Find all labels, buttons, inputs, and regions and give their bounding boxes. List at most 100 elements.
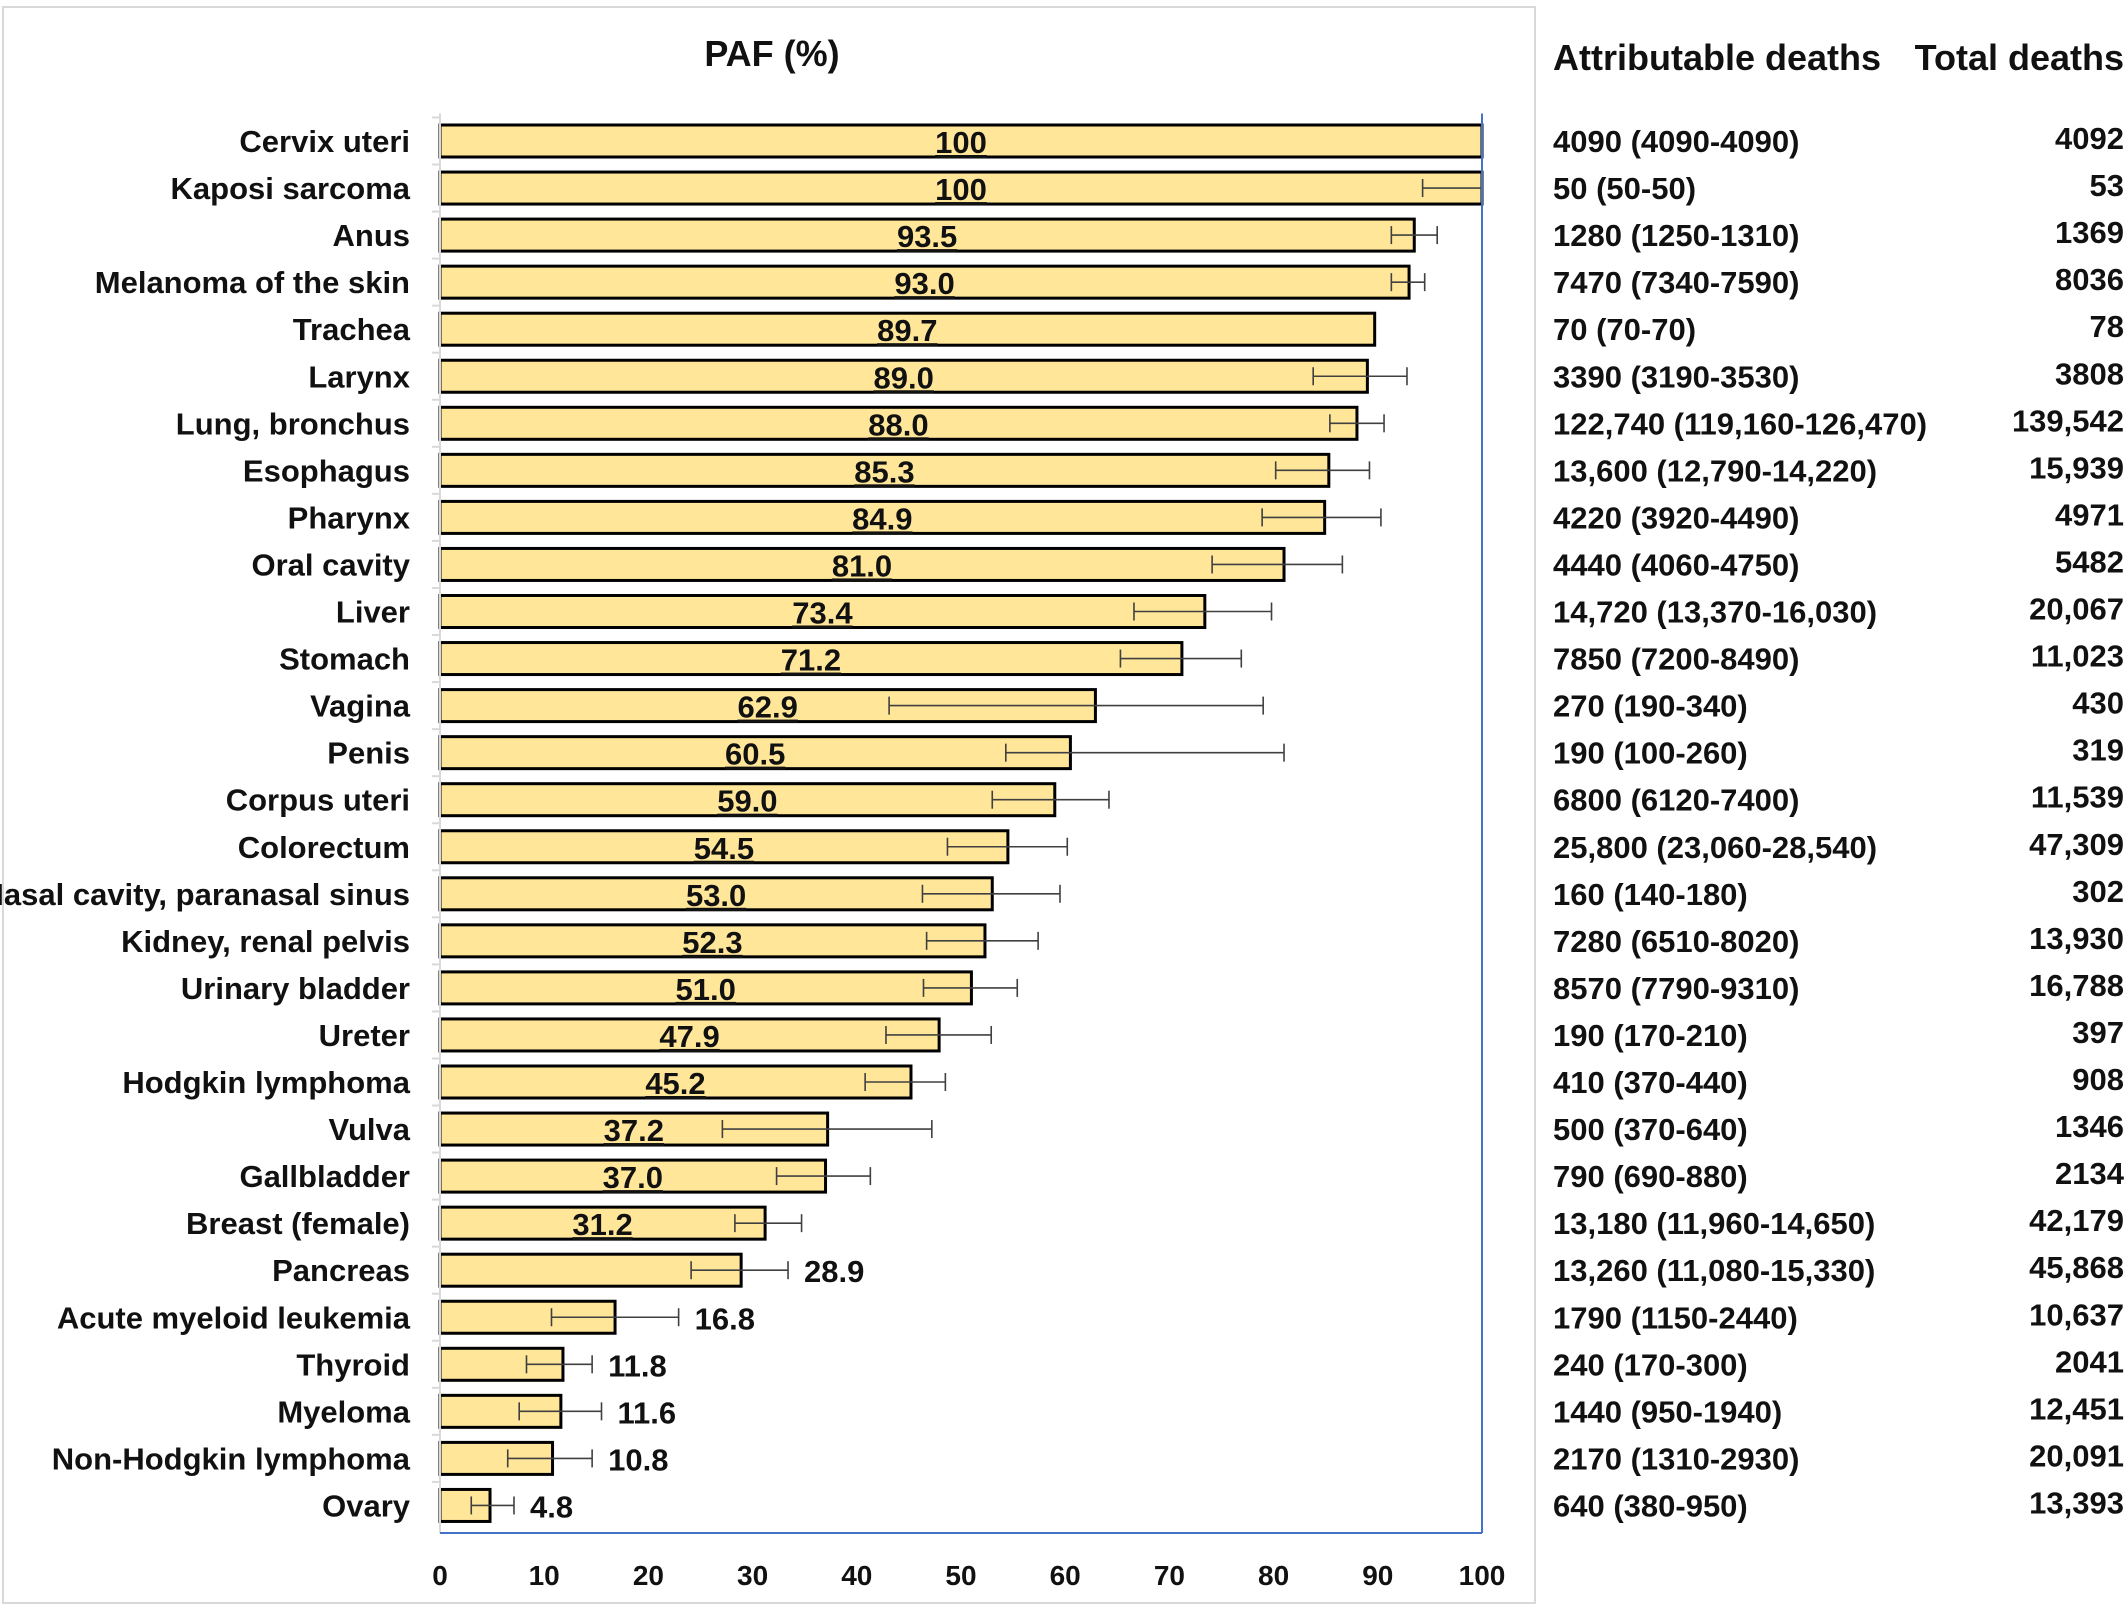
- x-tick-label: 40: [841, 1560, 872, 1591]
- attributable-deaths-cell: 2170 (1310-2930): [1553, 1441, 1799, 1476]
- value-label: 10.8: [608, 1442, 668, 1477]
- value-label: 100: [935, 172, 987, 207]
- total-deaths-cell: 53: [2090, 168, 2124, 203]
- total-deaths-cell: 430: [2072, 686, 2124, 721]
- value-label: 100: [935, 125, 987, 160]
- category-label: Acute myeloid leukemia: [57, 1300, 411, 1335]
- total-deaths-cell: 13,393: [2029, 1485, 2124, 1520]
- category-label: Oral cavity: [251, 547, 410, 582]
- value-label: 73.4: [792, 596, 853, 631]
- category-label: Kaposi sarcoma: [171, 171, 411, 206]
- bar: [438, 1440, 555, 1476]
- total-deaths-cell: 11,023: [2031, 639, 2124, 674]
- category-label: Nasal cavity, paranasal sinus: [0, 877, 410, 912]
- total-deaths-cell: 4092: [2055, 121, 2124, 156]
- category-label: Vagina: [310, 689, 411, 724]
- category-label: Ureter: [319, 1018, 410, 1053]
- x-tick-label: 20: [633, 1560, 664, 1591]
- value-label: 53.0: [686, 878, 746, 913]
- category-label: Urinary bladder: [181, 971, 410, 1006]
- value-label: 11.6: [618, 1395, 677, 1430]
- category-label: Esophagus: [243, 453, 410, 488]
- category-label: Corpus uteri: [226, 783, 410, 818]
- total-deaths-header: Total deaths: [1915, 37, 2124, 78]
- total-deaths-cell: 397: [2072, 1015, 2124, 1050]
- bar: [438, 735, 1072, 771]
- total-deaths-cell: 4971: [2055, 497, 2124, 532]
- attributable-deaths-cell: 500 (370-640): [1553, 1112, 1748, 1147]
- x-tick-label: 70: [1154, 1560, 1185, 1591]
- attributable-deaths-cell: 270 (190-340): [1553, 689, 1748, 724]
- bar: [438, 311, 1377, 347]
- x-tick-label: 10: [529, 1560, 560, 1591]
- value-label: 84.9: [852, 501, 912, 536]
- attributable-deaths-cell: 7280 (6510-8020): [1553, 924, 1799, 959]
- attributable-deaths-cell: 640 (380-950): [1553, 1488, 1748, 1523]
- category-label: Pharynx: [288, 500, 411, 535]
- category-label: Hodgkin lymphoma: [122, 1065, 410, 1100]
- category-label: Penis: [327, 736, 410, 771]
- total-deaths-cell: 2041: [2055, 1344, 2124, 1379]
- value-label: 93.5: [897, 219, 957, 254]
- value-label: 51.0: [676, 972, 736, 1007]
- total-deaths-cell: 10,637: [2029, 1297, 2124, 1332]
- attributable-deaths-cell: 3390 (3190-3530): [1553, 359, 1799, 394]
- x-tick-label: 80: [1258, 1560, 1289, 1591]
- value-label: 89.0: [874, 360, 934, 395]
- x-tick-label: 100: [1459, 1560, 1506, 1591]
- attributable-deaths-cell: 50 (50-50): [1553, 171, 1696, 206]
- attributable-deaths-cell: 25,800 (23,060-28,540): [1553, 830, 1877, 865]
- attributable-deaths-cell: 4090 (4090-4090): [1553, 124, 1799, 159]
- value-label: 47.9: [659, 1019, 719, 1054]
- category-label: Gallbladder: [239, 1159, 410, 1194]
- attributable-deaths-cell: 13,180 (11,960-14,650): [1553, 1206, 1875, 1241]
- total-deaths-cell: 78: [2090, 309, 2124, 344]
- category-label: Vulva: [328, 1112, 410, 1147]
- attributable-deaths-header: Attributable deaths: [1553, 37, 1881, 78]
- total-deaths-cell: 47,309: [2029, 827, 2124, 862]
- attributable-deaths-cell: 240 (170-300): [1553, 1347, 1748, 1382]
- total-deaths-cell: 319: [2072, 733, 2124, 768]
- value-label: 93.0: [894, 266, 954, 301]
- x-tick-label: 90: [1362, 1560, 1393, 1591]
- category-label: Pancreas: [272, 1253, 410, 1288]
- value-label: 4.8: [530, 1489, 573, 1524]
- attributable-deaths-cell: 7850 (7200-8490): [1553, 642, 1799, 677]
- attributable-deaths-cell: 13,600 (12,790-14,220): [1553, 453, 1877, 488]
- total-deaths-cell: 16,788: [2029, 968, 2124, 1003]
- attributable-deaths-cell: 190 (100-260): [1553, 736, 1748, 771]
- total-deaths-cell: 2134: [2055, 1156, 2125, 1191]
- bar: [438, 970, 973, 1006]
- attributable-deaths-cell: 70 (70-70): [1553, 312, 1696, 347]
- category-label: Liver: [336, 595, 410, 630]
- attributable-deaths-cell: 1280 (1250-1310): [1553, 218, 1799, 253]
- attributable-deaths-cell: 790 (690-880): [1553, 1159, 1748, 1194]
- x-tick-label: 60: [1050, 1560, 1081, 1591]
- category-label: Lung, bronchus: [176, 406, 410, 441]
- total-deaths-cell: 11,539: [2031, 780, 2124, 815]
- value-label: 81.0: [832, 548, 892, 583]
- category-label: Thyroid: [296, 1347, 410, 1382]
- x-tick-label: 30: [737, 1560, 768, 1591]
- value-label: 89.7: [877, 313, 937, 348]
- total-deaths-cell: 20,091: [2029, 1438, 2124, 1473]
- value-label: 88.0: [868, 407, 928, 442]
- category-label: Non-Hodgkin lymphoma: [52, 1441, 411, 1476]
- bar: [438, 1205, 767, 1241]
- attributable-deaths-cell: 1440 (950-1940): [1553, 1394, 1782, 1429]
- total-deaths-cell: 1346: [2055, 1109, 2124, 1144]
- total-deaths-cell: 5482: [2055, 544, 2124, 579]
- total-deaths-cell: 3808: [2055, 356, 2124, 391]
- chart-title: PAF (%): [704, 33, 839, 74]
- bar: [438, 170, 1484, 206]
- attributable-deaths-cell: 4220 (3920-4490): [1553, 500, 1799, 535]
- attributable-deaths-cell: 6800 (6120-7400): [1553, 783, 1799, 818]
- x-tick-label: 0: [432, 1560, 448, 1591]
- value-label: 16.8: [695, 1301, 755, 1336]
- total-deaths-cell: 302: [2072, 874, 2124, 909]
- value-label: 62.9: [738, 690, 798, 725]
- total-deaths-cell: 1369: [2055, 215, 2124, 250]
- total-deaths-cell: 45,868: [2029, 1250, 2124, 1285]
- total-deaths-cell: 908: [2072, 1062, 2124, 1097]
